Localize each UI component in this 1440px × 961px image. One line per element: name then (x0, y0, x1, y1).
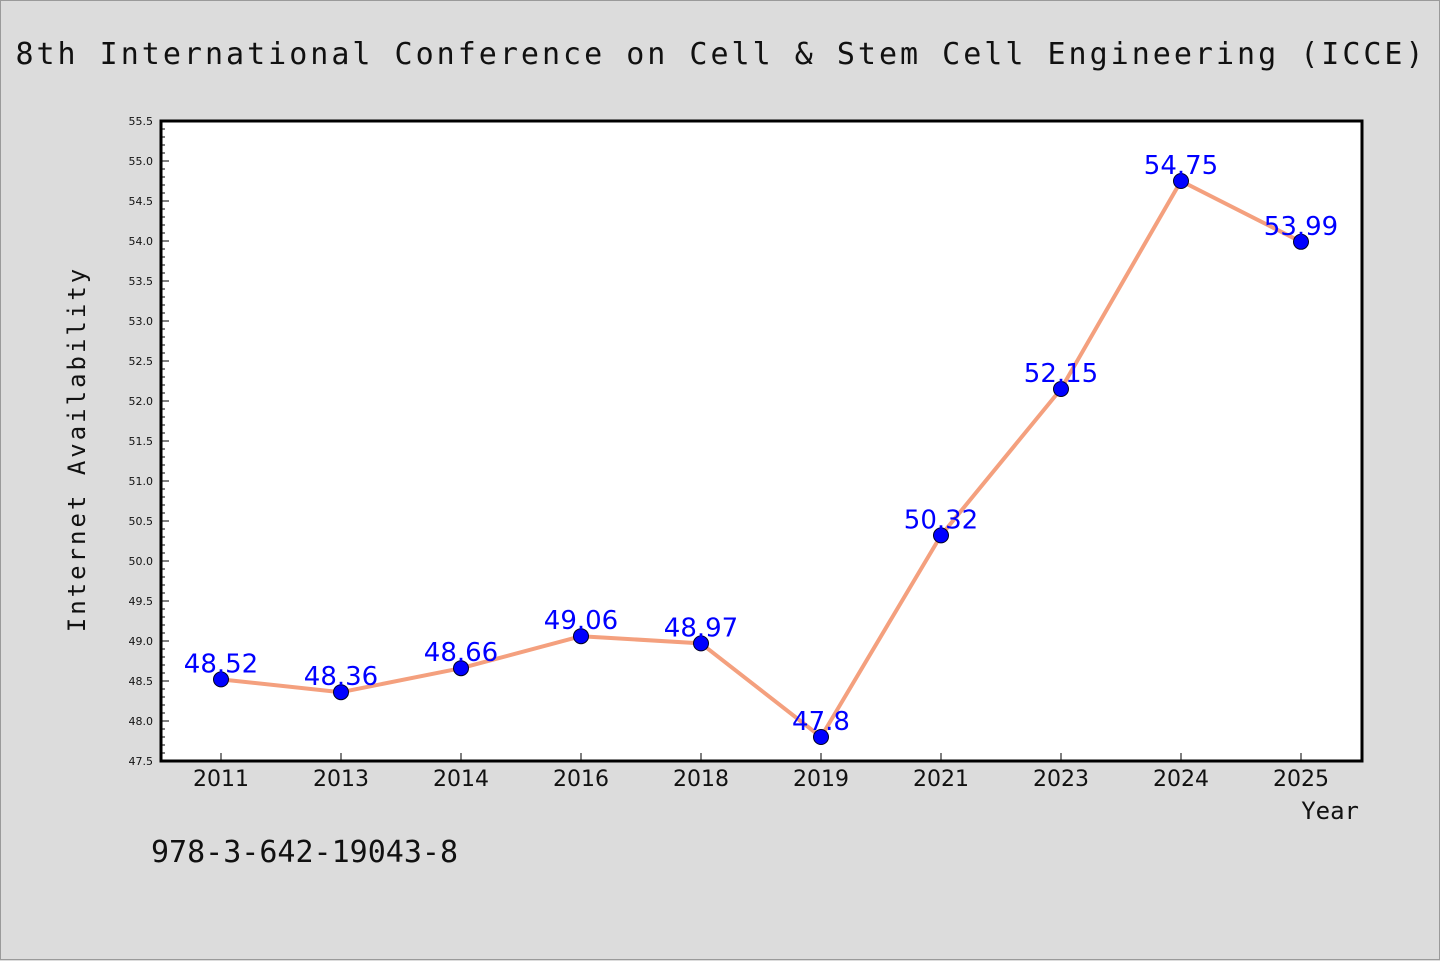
x-tick-label: 2024 (1153, 767, 1209, 792)
x-tick-label: 2011 (193, 767, 249, 792)
y-tick-label: 55.5 (129, 115, 154, 128)
x-tick-label: 2018 (673, 767, 729, 792)
y-tick-label: 49.5 (129, 595, 154, 608)
y-tick-label: 48.0 (129, 715, 154, 728)
data-label: 53.99 (1264, 212, 1338, 242)
x-axis-label: Year (1301, 797, 1359, 825)
data-point (1293, 233, 1309, 250)
data-label: 48.97 (664, 613, 738, 643)
x-tick-label: 2013 (313, 767, 369, 792)
isbn-annotation: 978-3-642-19043-8 (151, 835, 459, 870)
data-point (573, 628, 589, 645)
data-label: 54.75 (1144, 151, 1218, 181)
data-label: 49.06 (544, 606, 618, 636)
data-point (1173, 173, 1189, 189)
data-label: 47.8 (792, 707, 850, 737)
chart-title: 8th International Conference on Cell & S… (15, 37, 1427, 72)
y-tick-label: 50.0 (129, 555, 154, 568)
x-tick-label: 2019 (793, 767, 849, 792)
y-tick-label: 53.5 (129, 275, 154, 288)
y-tick-label: 54.5 (129, 195, 154, 208)
series-line (220, 179, 1302, 739)
y-tick-label: 52.0 (129, 395, 154, 408)
data-point (813, 729, 829, 745)
data-point (693, 635, 709, 652)
y-tick-label: 48.5 (129, 675, 154, 688)
data-point (453, 660, 469, 677)
y-tick-label: 51.0 (129, 475, 154, 488)
data-label: 52.15 (1024, 359, 1098, 389)
x-tick-label: 2021 (913, 767, 969, 792)
x-tick-label: 2016 (553, 767, 609, 792)
data-label: 48.52 (184, 649, 258, 679)
y-tick-label: 52.5 (129, 355, 154, 368)
x-tick-label: 2025 (1273, 767, 1329, 792)
data-point (333, 684, 349, 701)
y-tick-label: 53.0 (129, 315, 154, 328)
y-tick-label: 50.5 (129, 515, 154, 528)
data-point (213, 671, 229, 688)
x-tick-label: 2023 (1033, 767, 1089, 792)
plot-background (161, 121, 1362, 761)
data-label: 48.66 (424, 638, 498, 668)
y-tick-label: 54.0 (129, 235, 154, 248)
y-tick-label: 47.5 (129, 755, 154, 768)
data-label: 50.32 (904, 505, 978, 535)
y-tick-label: 51.5 (129, 435, 154, 448)
y-tick-label: 55.0 (129, 155, 154, 168)
data-label: 48.36 (304, 662, 378, 692)
x-tick-label: 2014 (433, 767, 489, 792)
y-tick-label: 49.0 (129, 635, 154, 648)
data-point (1053, 381, 1069, 397)
plot-frame (159, 119, 1364, 763)
data-point (933, 527, 949, 544)
